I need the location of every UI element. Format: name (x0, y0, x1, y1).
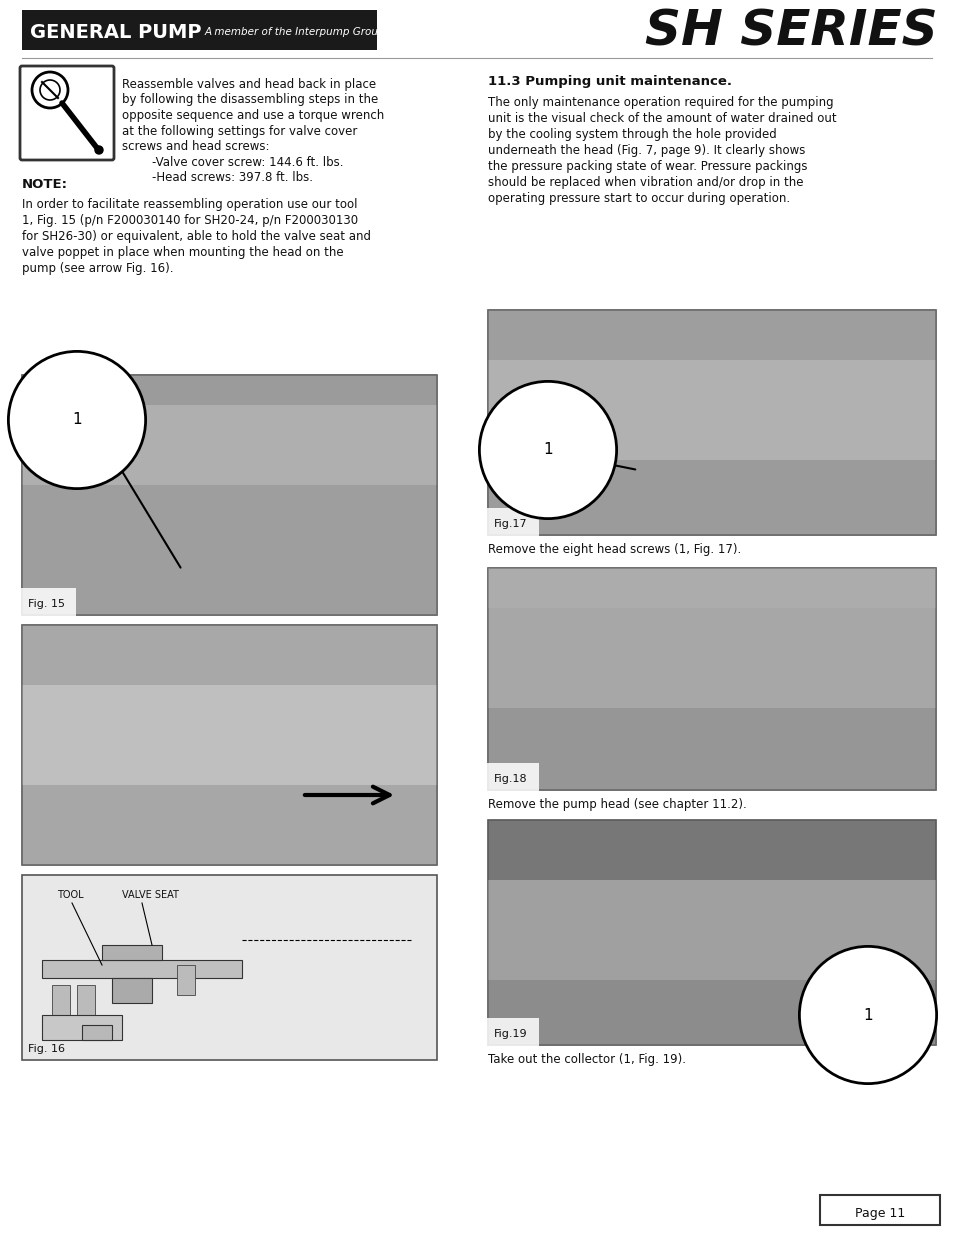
Bar (22, 375, 436, 615)
Bar (102, 945, 162, 960)
Text: -Head screws: 397.8 ft. lbs.: -Head screws: 397.8 ft. lbs. (122, 170, 313, 184)
Text: 1: 1 (862, 1008, 872, 1023)
Text: 11.3 Pumping unit maintenance.: 11.3 Pumping unit maintenance. (488, 75, 731, 88)
Bar (22, 625, 436, 685)
Text: underneath the head (Fig. 7, page 9). It clearly shows: underneath the head (Fig. 7, page 9). It… (488, 144, 804, 157)
Text: Fig.17: Fig.17 (494, 519, 527, 529)
Text: 1, Fig. 15 (p/n F200030140 for SH20-24, p/n F200030130: 1, Fig. 15 (p/n F200030140 for SH20-24, … (22, 214, 357, 227)
Text: Reassemble valves and head back in place: Reassemble valves and head back in place (122, 78, 375, 91)
Bar (22, 685, 436, 785)
Text: TOOL: TOOL (57, 890, 84, 900)
Circle shape (95, 146, 103, 154)
Text: The only maintenance operation required for the pumping: The only maintenance operation required … (488, 96, 833, 109)
Bar (488, 820, 935, 881)
Bar (22, 10, 376, 49)
Text: 1: 1 (542, 442, 552, 457)
Text: Fig.18: Fig.18 (494, 774, 527, 784)
FancyBboxPatch shape (20, 65, 113, 161)
Bar (488, 820, 935, 1045)
Bar (22, 876, 436, 1060)
Text: Remove the pump head (see chapter 11.2).: Remove the pump head (see chapter 11.2). (488, 798, 746, 811)
Text: by following the disassembling steps in the: by following the disassembling steps in … (122, 94, 377, 106)
Bar (488, 981, 935, 1045)
Text: opposite sequence and use a torque wrench: opposite sequence and use a torque wrenc… (122, 109, 384, 122)
Text: unit is the visual check of the amount of water drained out: unit is the visual check of the amount o… (488, 112, 836, 125)
Text: should be replaced when vibration and/or drop in the: should be replaced when vibration and/or… (488, 177, 802, 189)
Bar (488, 310, 935, 359)
Bar (112, 978, 152, 1003)
Bar (42, 960, 242, 978)
Text: pump (see arrow Fig. 16).: pump (see arrow Fig. 16). (22, 262, 173, 275)
Text: screws and head screws:: screws and head screws: (122, 140, 269, 153)
Text: -Valve cover screw: 144.6 ft. lbs.: -Valve cover screw: 144.6 ft. lbs. (122, 156, 343, 168)
Text: 1: 1 (72, 412, 82, 427)
Text: Take out the collector (1, Fig. 19).: Take out the collector (1, Fig. 19). (488, 1053, 685, 1066)
Text: VALVE SEAT: VALVE SEAT (122, 890, 179, 900)
Bar (488, 310, 935, 535)
Bar (42, 1015, 122, 1040)
Text: operating pressure start to occur during operation.: operating pressure start to occur during… (488, 191, 789, 205)
Text: In order to facilitate reassembling operation use our tool: In order to facilitate reassembling oper… (22, 198, 357, 211)
Bar (177, 965, 194, 995)
Text: Fig.19: Fig.19 (494, 1029, 527, 1039)
Bar (22, 625, 436, 864)
Bar (820, 1195, 939, 1225)
Bar (488, 459, 935, 535)
Text: Fig. 15: Fig. 15 (28, 599, 65, 609)
Bar (82, 1025, 112, 1040)
Bar (488, 568, 935, 790)
Text: NOTE:: NOTE: (22, 178, 68, 191)
Bar (488, 359, 935, 459)
Bar (22, 485, 436, 615)
Text: at the following settings for valve cover: at the following settings for valve cove… (122, 125, 357, 137)
Bar (488, 881, 935, 981)
Text: A member of the Interpump Group: A member of the Interpump Group (205, 27, 385, 37)
Bar (488, 568, 935, 608)
Bar (488, 708, 935, 790)
Bar (22, 375, 436, 405)
Text: by the cooling system through the hole provided: by the cooling system through the hole p… (488, 128, 776, 141)
Text: SH SERIES: SH SERIES (644, 7, 937, 56)
Bar (77, 986, 95, 1015)
Text: the pressure packing state of wear. Pressure packings: the pressure packing state of wear. Pres… (488, 161, 806, 173)
Text: GENERAL PUMP: GENERAL PUMP (30, 22, 201, 42)
Text: Page 11: Page 11 (854, 1207, 904, 1219)
Bar (22, 405, 436, 485)
Bar (488, 608, 935, 708)
Bar (52, 986, 70, 1015)
Text: Fig. 16: Fig. 16 (28, 1044, 65, 1053)
Bar (22, 785, 436, 864)
Text: for SH26-30) or equivalent, able to hold the valve seat and: for SH26-30) or equivalent, able to hold… (22, 230, 371, 243)
Text: Remove the eight head screws (1, Fig. 17).: Remove the eight head screws (1, Fig. 17… (488, 543, 740, 556)
Text: valve poppet in place when mounting the head on the: valve poppet in place when mounting the … (22, 246, 343, 259)
